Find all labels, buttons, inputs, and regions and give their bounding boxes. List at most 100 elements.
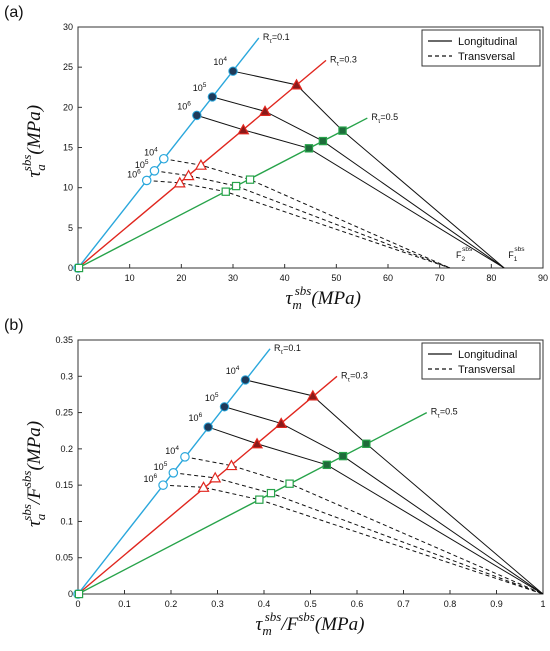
panel-b-transversal-point-R03-0-shape — [225, 459, 238, 471]
panel-b-legend: Longitudinal Transversal — [421, 342, 541, 380]
panel-a-ratio-label-R-0: R — [263, 32, 270, 42]
panel-b-longitudinal-point-R05-1 — [338, 451, 348, 461]
panel-a-transversal-point-R03-2 — [173, 176, 186, 188]
panel-a-endpoint-sub-1: 1 — [514, 256, 518, 263]
panel-b-longitudinal-point-R03-0 — [306, 389, 319, 401]
panel-a-cycle-label-longitudinal-2-exp: 6 — [187, 100, 191, 107]
panel-b-transversal-point-R03-1-shape — [209, 471, 222, 483]
panel-b-xtick-label: 0.6 — [351, 599, 364, 609]
panel-b-ylabel-rest: /F — [24, 487, 45, 505]
panel-a-cycle-label-transversal-1-base: 10 — [135, 160, 145, 170]
panel-a-ratio-label-value-1: =0.3 — [339, 54, 357, 64]
panel-b-xtick-label: 0.9 — [490, 599, 503, 609]
panel-a-transversal-point-R05-0 — [245, 175, 255, 184]
panel-a-longitudinal-point-R05-2-shape — [304, 144, 314, 153]
panel-a-legend-box — [421, 29, 541, 67]
panel-b-xtick-label: 0.1 — [118, 599, 131, 609]
panel-b-longitudinal-point-R03-0-shape — [306, 389, 319, 401]
panel-a-cycle-label-transversal-0-base: 10 — [144, 148, 154, 158]
panel-a-transversal-line-0 — [163, 158, 451, 268]
panel-a-ratio-label-1: Rτ=0.3 — [330, 54, 357, 67]
panel-a-ratio-label-tau-0: τ — [269, 38, 272, 45]
panel-b-longitudinal-point-R01-2-shape — [203, 422, 213, 432]
panel-b-origin-square — [74, 589, 84, 599]
panel-a-transversal-point-R03-0 — [194, 158, 207, 170]
panel-a-xlabel-main: τ — [286, 288, 294, 309]
panel-b-legend-box — [421, 342, 541, 380]
panel-a-xtick-label: 40 — [280, 273, 290, 283]
panel-a-ratio-label-0: Rτ=0.1 — [263, 32, 290, 45]
panel-b-longitudinal-point-R01-0-shape — [240, 375, 251, 385]
panel-b-longitudinal-line-0 — [245, 379, 543, 594]
panel-a-ytick-label: 15 — [63, 143, 73, 153]
panel-a-transversal-point-R01-1 — [149, 165, 160, 176]
panel-a-cycle-label-longitudinal-0: 104 — [213, 56, 227, 67]
panel-a-ytick-label: 0 — [68, 263, 73, 273]
panel-b-legend-longitudinal-label: Longitudinal — [458, 349, 517, 361]
panel-a-ratio-label-tau-1: τ — [337, 60, 340, 67]
panel-a-longitudinal-line-0 — [232, 70, 505, 268]
panel-a-xtick-label: 90 — [538, 273, 548, 283]
panel-a-longitudinal-point-R05-0-shape — [338, 126, 347, 135]
panel-a-origin-square-shape — [74, 263, 84, 273]
panel-a-ratio-line-01 — [78, 37, 260, 268]
panel-b-ratio-label-value-1: =0.3 — [350, 370, 368, 380]
panel-a-longitudinal-line-1 — [212, 96, 505, 268]
panel-a-ratio-label-R-2: R — [371, 112, 378, 122]
panel-b-longitudinal-line-1 — [224, 406, 543, 594]
panel-a-cycle-label-transversal-1-exp: 5 — [145, 159, 149, 166]
panel-a-ytick-label: 25 — [63, 62, 73, 72]
panel-a-transversal-point-R03-1 — [182, 169, 195, 181]
panel-b-xtick-label: 0 — [75, 599, 80, 609]
panel-a-transversal-point-R01-1-shape — [149, 165, 160, 176]
panel-b-transversal-point-R03-2 — [197, 481, 210, 492]
panel-b-xlabel-sub: m — [262, 623, 271, 638]
panel-a-longitudinal-point-R05-0 — [338, 126, 347, 135]
panel-b-cycle-label-transversal-1: 105 — [154, 461, 168, 472]
panel-b-ratio-label-R-0: R — [274, 343, 281, 353]
panel-a-longitudinal-point-R01-1 — [207, 92, 218, 102]
panel-a-ylabel-sup: sbs — [19, 155, 34, 172]
panel-a-plot-area — [78, 37, 505, 268]
panel-b-ratio-label-2: Rτ=0.5 — [431, 407, 458, 420]
panel-b-longitudinal-point-R05-0-shape — [362, 439, 371, 448]
panel-a-cycle-label-transversal-2-exp: 6 — [137, 168, 141, 175]
panel-b-transversal-point-R05-1 — [266, 488, 276, 498]
panel-b-xtick-label: 0.2 — [165, 599, 178, 609]
panel-b-longitudinal-point-R05-2-shape — [322, 460, 331, 470]
panel-a-ylabel-rest: (MPa) — [24, 105, 45, 155]
panel-a-xtick-label: 20 — [176, 273, 186, 283]
panel-b-ytick-label: 0 — [68, 589, 73, 599]
panel-a-label: (a) — [4, 4, 24, 21]
panel-b-longitudinal-point-R03-2 — [251, 437, 264, 449]
panel-a-transversal-point-R05-2 — [221, 187, 230, 196]
panel-a-longitudinal-point-R03-0-shape — [290, 78, 303, 90]
panel-b-origin-square-shape — [74, 589, 84, 599]
panel-b-transversal-line-1 — [173, 472, 543, 594]
panel-b-longitudinal-point-R05-0 — [362, 439, 371, 448]
panel-b-transversal-point-R03-0 — [225, 459, 238, 471]
panel-b-legend-transversal-label: Transversal — [458, 364, 515, 376]
panel-b-transversal-point-R01-0 — [180, 452, 190, 462]
panel-a-xlabel-sup: sbs — [295, 283, 312, 298]
panel-a-xtick-label: 30 — [228, 273, 238, 283]
panel-b-ylabel-sub: a — [33, 513, 48, 520]
panel-a-transversal-point-R05-1 — [231, 181, 241, 191]
panel-a-xlabel-rest: (MPa) — [311, 288, 361, 309]
panel-b-longitudinal-point-R03-2-shape — [251, 437, 264, 449]
panel-a-xtick-label: 70 — [435, 273, 445, 283]
panel-a-longitudinal-point-R03-2 — [237, 123, 250, 135]
panel-a-transversal-point-R05-0-shape — [245, 175, 255, 184]
panel-a-longitudinal-point-R01-2-shape — [192, 110, 202, 121]
panel-b-longitudinal-point-R01-0 — [240, 375, 251, 385]
panel-b-cycle-label-transversal-0: 104 — [165, 445, 179, 456]
panel-a-ratio-label-2: Rτ=0.5 — [371, 112, 398, 125]
panel-a-cycle-label-transversal-2: 106 — [127, 168, 141, 179]
panel-a-endpoint-sup-0: sbs — [462, 246, 473, 253]
panel-a-ratio-label-R-1: R — [330, 54, 337, 64]
panel-b-transversal-point-R03-1 — [209, 471, 222, 483]
panel-a-longitudinal-point-R03-2-shape — [237, 123, 250, 135]
panel-b-cycle-label-longitudinal-1-base: 10 — [205, 393, 215, 403]
panel-a-transversal-point-R01-0 — [158, 153, 169, 164]
panel-b-xlabel-sup: sbs — [265, 609, 282, 624]
